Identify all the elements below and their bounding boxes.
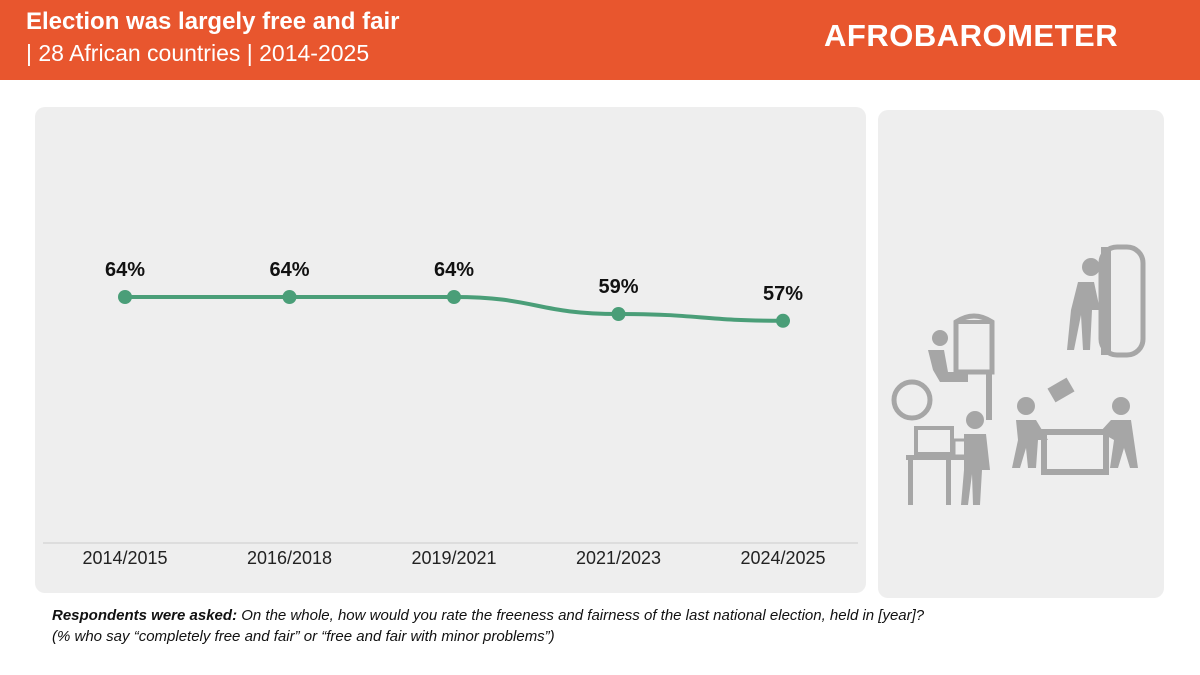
chart-title: Election was largely free and fair [26, 8, 400, 35]
line-chart: 64% 2014/2015 64% 2016/2018 64% 2019/2021 59% 2… [43, 259, 858, 568]
voting-people-icon [891, 244, 1146, 505]
data-label: 64% [105, 259, 145, 281]
chart-panel: 64% 2014/2015 64% 2016/2018 64% 2019/2021 59% 2… [35, 107, 866, 593]
data-label: 59% [598, 276, 638, 298]
data-point [282, 290, 297, 304]
x-tick-label: 2021/2023 [576, 548, 661, 568]
data-point [776, 313, 790, 328]
data-point [118, 290, 132, 304]
afrobarometer-logo: AFROBAROMETER [824, 18, 1119, 53]
illustration-panel [878, 110, 1164, 598]
x-tick-label: 2016/2018 [247, 548, 332, 568]
data-point [611, 307, 626, 321]
footnote-question: On the whole, how would you rate the fre… [241, 607, 925, 624]
footnote: Respondents were asked: On the whole, ho… [52, 605, 1172, 647]
footnote-label: Respondents were asked: [52, 607, 238, 624]
data-point [447, 290, 461, 304]
data-label: 64% [434, 259, 474, 281]
chart-subtitle: | 28 African countries | 2014-2025 [26, 40, 370, 66]
x-tick-label: 2019/2021 [411, 548, 496, 568]
header-bar: Election was largely free and fair | 28 … [0, 0, 1200, 80]
data-label: 64% [269, 259, 309, 281]
x-tick-label: 2014/2015 [82, 548, 167, 568]
footnote-note: (% who say “completely free and fair” or… [52, 628, 555, 645]
x-tick-label: 2024/2025 [740, 548, 825, 568]
data-label: 57% [763, 283, 803, 305]
